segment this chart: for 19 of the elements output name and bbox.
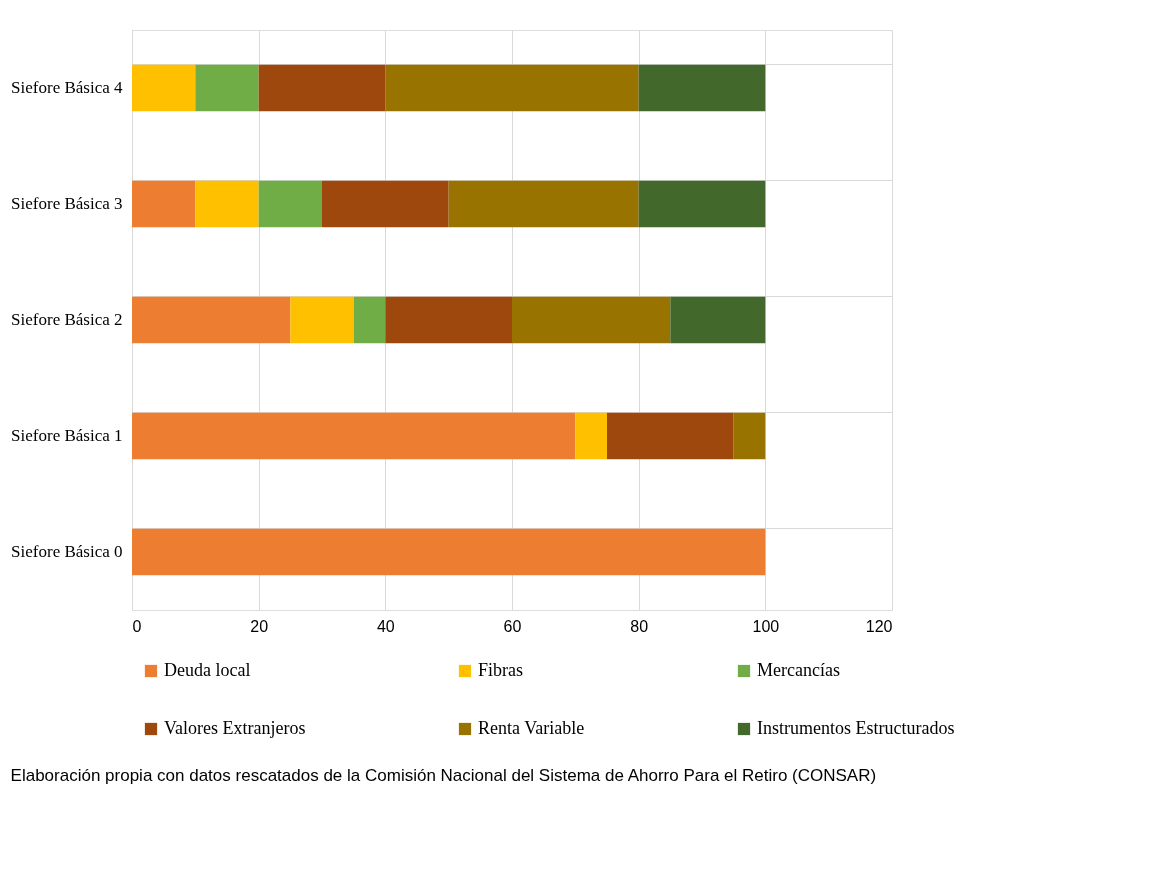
legend-label: Deuda local — [164, 660, 251, 680]
y-tick-label: Siefore Básica 3 — [11, 194, 123, 213]
x-tick-label: 80 — [630, 617, 649, 635]
y-tick-label: Siefore Básica 0 — [11, 542, 123, 561]
legend-label: Fibras — [478, 660, 523, 680]
legend-label: Valores Extranjeros — [164, 718, 306, 738]
y-tick-label: Siefore Básica 4 — [11, 78, 123, 97]
x-tick-label: 40 — [376, 617, 395, 635]
x-tick-label: 60 — [503, 617, 522, 635]
legend-label: Instrumentos Estructurados — [757, 718, 955, 738]
x-tick-label: 120 — [865, 617, 893, 635]
y-tick-label: Siefore Básica 1 — [11, 426, 123, 445]
x-tick-label: 20 — [250, 617, 269, 635]
y-tick-label: Siefore Básica 2 — [11, 310, 123, 329]
legend-label: Renta Variable — [478, 718, 585, 738]
text: Elaboración propia con datos rescatados de la Comisión Nacional del Sistema de Ahorro Para el Retiro (CONSAR) — [10, 766, 877, 785]
legend-label: Mercancías — [757, 660, 840, 680]
x-tick-label: 0 — [132, 617, 142, 635]
x-tick-label: 100 — [752, 617, 780, 635]
